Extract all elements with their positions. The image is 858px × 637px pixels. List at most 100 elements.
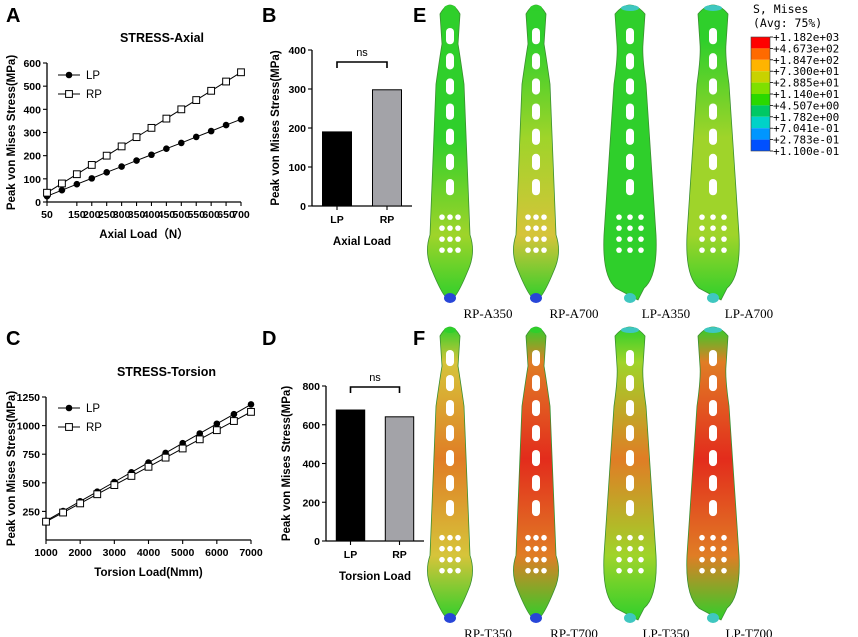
x-tick-label: 2000	[68, 547, 92, 559]
plate-hole	[721, 534, 727, 541]
x-tick-label: 1000	[34, 547, 58, 559]
data-point-rp	[162, 114, 171, 123]
plate-slot	[626, 53, 634, 70]
plate-hole	[525, 556, 531, 563]
plate-hole	[455, 236, 461, 242]
plate-hole	[533, 225, 539, 231]
plate-hole	[638, 247, 644, 253]
data-point-lp	[192, 133, 200, 141]
plate-slot	[626, 499, 634, 517]
y-tick-label: 200	[288, 123, 306, 135]
plate-hole	[616, 545, 622, 552]
legend-marker-lp	[65, 404, 73, 412]
colorbar-label: +4.673e+02	[773, 42, 839, 55]
plate-hole	[616, 556, 622, 563]
plate-hole	[447, 247, 453, 253]
plate-hole	[455, 225, 461, 231]
plate-hole	[439, 247, 445, 253]
y-tick-label: 400	[288, 45, 306, 57]
plate-hole	[699, 567, 705, 574]
plate-slot	[709, 350, 717, 367]
data-point-lp	[207, 127, 215, 135]
implant-plate	[427, 326, 473, 621]
y-tick-label: 0	[35, 197, 41, 209]
colorbar-swatch	[751, 116, 770, 129]
plate-hole	[447, 545, 453, 552]
colorbar-label: +1.140e+01	[773, 88, 839, 101]
plate-hole	[525, 534, 531, 541]
plate-slot	[532, 28, 540, 45]
data-point-rp	[147, 123, 156, 132]
plate-hole	[627, 556, 633, 563]
plate-bottom-cap	[624, 293, 636, 303]
colorbar-swatch	[751, 59, 770, 72]
model-label-rp-t700: RP-T700	[550, 626, 598, 637]
legend-marker-lp	[65, 71, 73, 79]
plate-hole	[699, 225, 705, 231]
plate-slot	[532, 178, 540, 196]
significance-bracket	[349, 386, 401, 393]
colorbar-swatch	[751, 37, 770, 49]
plate-hole	[710, 534, 716, 541]
model-label-rp-a350: RP-A350	[463, 306, 512, 321]
plate-slot	[446, 374, 454, 392]
significance-label: ns	[369, 372, 381, 384]
plate-hole	[721, 214, 727, 220]
plate-slot	[446, 53, 454, 70]
legend-marker-rp	[65, 90, 73, 98]
legend-marker-rp	[65, 423, 73, 431]
y-tick-label: 600	[302, 420, 320, 432]
implant-plate	[603, 326, 657, 621]
colorbar-label: +1.182e+03	[773, 31, 839, 44]
data-point-rp	[178, 444, 187, 453]
plate-hole	[721, 247, 727, 253]
data-point-rp	[117, 142, 126, 151]
data-point-rp	[42, 517, 50, 526]
panel-f-torsion-contours: F RP-T350 RP-T700 LP-T350 LP-T700	[413, 326, 772, 637]
plate-hole	[721, 225, 727, 231]
chart-title: STRESS-Axial	[120, 31, 204, 45]
data-point-lp	[178, 139, 185, 147]
plate-slot	[709, 499, 717, 517]
legend-label-rp: RP	[86, 89, 102, 101]
plate-slot	[709, 28, 717, 45]
data-point-lp	[148, 151, 155, 159]
data-point-lp	[222, 121, 230, 129]
y-tick-label: 800	[302, 381, 320, 393]
plate-hole	[541, 556, 547, 563]
data-point-lp	[103, 169, 110, 176]
plate-slot	[709, 153, 717, 171]
plate-slot	[532, 78, 540, 95]
x-tick-label: 150	[68, 209, 86, 221]
colorbar-label: +4.507e+00	[773, 99, 839, 112]
x-tick-label: 5000	[171, 547, 195, 559]
plate-hole	[616, 567, 622, 574]
plate-slot	[532, 153, 540, 171]
significance-label: ns	[356, 47, 368, 59]
colorbar-swatch	[751, 94, 770, 106]
y-tick-label: 400	[302, 459, 320, 471]
plate-hole	[439, 545, 445, 552]
plate-slot	[709, 374, 717, 392]
plate-hole	[638, 236, 644, 242]
x-tick-label-rp: RP	[380, 214, 395, 226]
plate-hole	[710, 236, 716, 242]
data-point-lp	[163, 145, 170, 153]
data-point-rp	[93, 490, 102, 499]
x-tick-label: 200	[83, 209, 101, 221]
plate-slot	[626, 28, 634, 45]
plate-hole	[525, 567, 531, 574]
legend-label-lp: LP	[86, 70, 100, 82]
plate-hole	[627, 214, 633, 220]
plate-slot	[626, 350, 634, 367]
plate-slot	[709, 399, 717, 417]
y-axis-title: Peak von Mises Stress(MPa)	[281, 386, 293, 541]
plate-hole	[710, 556, 716, 563]
plate-slot	[446, 128, 454, 145]
x-axis-title: Torsion Load	[339, 571, 411, 583]
plate-slot	[446, 350, 454, 367]
data-point-rp	[207, 86, 216, 95]
x-tick-label: 7000	[239, 547, 263, 559]
data-point-rp	[132, 133, 141, 142]
